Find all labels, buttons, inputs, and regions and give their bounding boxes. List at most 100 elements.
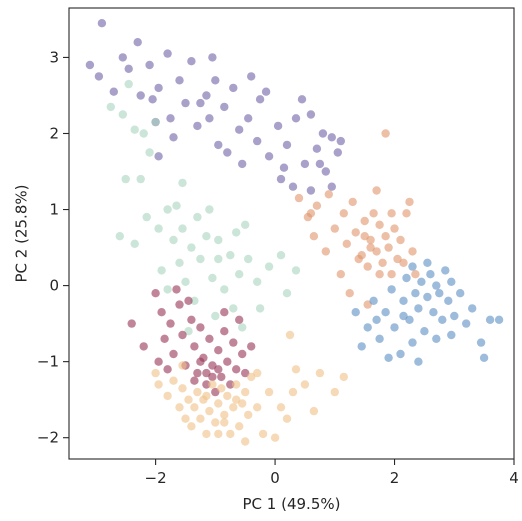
data-point	[360, 216, 369, 226]
data-point	[351, 308, 360, 317]
data-point	[157, 266, 166, 275]
data-point	[106, 102, 116, 112]
data-point	[450, 311, 459, 321]
data-point	[414, 304, 423, 313]
data-point	[375, 334, 384, 343]
series-4	[127, 285, 256, 397]
data-point	[468, 304, 477, 313]
data-point	[384, 353, 393, 362]
data-point	[264, 152, 274, 161]
data-point	[288, 182, 298, 191]
data-point	[205, 114, 214, 123]
data-point	[244, 410, 253, 420]
data-point	[276, 403, 286, 412]
data-point	[145, 60, 154, 70]
data-point	[163, 49, 172, 58]
data-point	[402, 209, 411, 218]
data-point	[115, 232, 125, 241]
data-point	[157, 308, 166, 317]
data-point	[435, 289, 444, 298]
data-point	[223, 357, 232, 366]
data-point	[184, 395, 193, 404]
data-point	[181, 98, 190, 108]
data-point	[187, 315, 196, 324]
data-point	[288, 387, 298, 397]
data-point	[408, 247, 417, 256]
data-point	[244, 254, 253, 264]
data-point	[247, 372, 256, 382]
data-point	[241, 220, 250, 229]
data-point	[324, 190, 333, 199]
x-tick-label: 2	[390, 469, 400, 487]
data-point	[175, 258, 184, 267]
data-point	[202, 232, 211, 241]
data-point	[172, 201, 181, 210]
y-tick-label: 3	[49, 48, 59, 66]
data-point	[485, 315, 495, 324]
data-point	[396, 235, 405, 245]
data-point	[163, 365, 172, 374]
plot-frame	[68, 7, 515, 460]
data-point	[282, 414, 292, 423]
data-point	[321, 167, 330, 176]
data-point	[312, 144, 322, 153]
data-point	[276, 174, 286, 184]
data-point	[387, 285, 396, 294]
data-point	[193, 368, 202, 378]
data-point	[369, 209, 378, 218]
data-point	[282, 140, 292, 150]
data-point	[238, 349, 247, 359]
series-0	[85, 19, 345, 195]
data-point	[238, 399, 247, 408]
data-point	[381, 129, 390, 138]
data-point	[184, 296, 193, 305]
data-point	[238, 323, 247, 332]
data-point	[211, 311, 220, 321]
data-point	[264, 387, 274, 397]
data-point	[375, 270, 384, 279]
data-point	[220, 410, 229, 420]
data-point	[253, 136, 262, 146]
data-point	[196, 98, 205, 108]
data-point	[408, 338, 417, 347]
data-point	[399, 296, 408, 305]
data-point	[109, 87, 119, 96]
data-point	[124, 64, 133, 74]
y-axis-ticks: −2 −1 0 1 2 3	[37, 48, 69, 447]
data-point	[196, 254, 205, 264]
data-point	[357, 342, 366, 351]
data-point	[229, 338, 238, 347]
data-point	[202, 391, 211, 401]
data-point	[148, 95, 157, 104]
data-point	[178, 361, 187, 370]
data-point	[136, 174, 145, 184]
data-point	[220, 285, 229, 294]
data-point	[232, 380, 241, 389]
data-point	[348, 197, 357, 207]
data-point	[214, 254, 223, 264]
data-point	[175, 300, 184, 309]
data-point	[306, 209, 316, 218]
data-point	[432, 281, 441, 290]
data-point	[255, 95, 265, 104]
data-point	[291, 365, 301, 374]
data-point	[390, 224, 399, 233]
y-tick-label: 2	[49, 124, 59, 142]
series-3	[106, 79, 301, 336]
data-point	[300, 159, 310, 169]
data-point	[372, 315, 381, 324]
data-point	[97, 19, 107, 28]
data-point	[387, 270, 396, 279]
data-point	[118, 110, 128, 119]
data-point	[441, 266, 450, 275]
data-point	[226, 380, 235, 389]
data-point	[184, 327, 193, 336]
data-point	[261, 87, 271, 96]
data-point	[291, 266, 301, 275]
data-point	[169, 235, 178, 245]
data-point	[202, 380, 211, 389]
data-point	[381, 308, 390, 317]
data-point	[154, 152, 163, 161]
data-point	[214, 365, 223, 374]
